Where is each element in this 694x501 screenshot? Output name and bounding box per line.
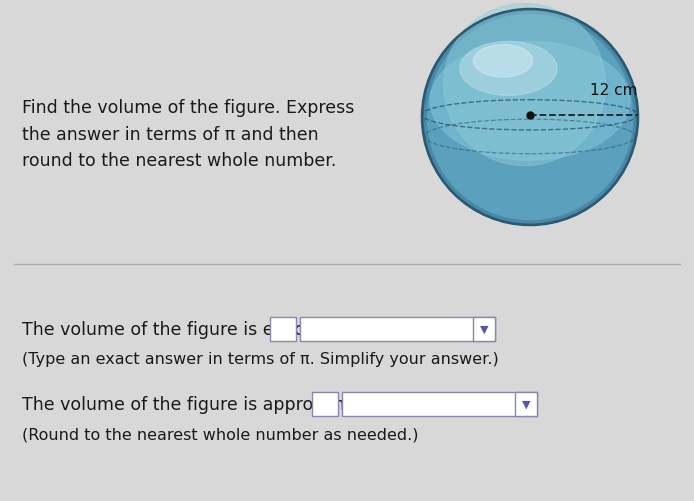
Text: (Type an exact answer in terms of π. Simplify your answer.): (Type an exact answer in terms of π. Sim…	[22, 352, 499, 367]
Text: 12 cm: 12 cm	[590, 83, 638, 98]
Circle shape	[422, 10, 638, 225]
Circle shape	[428, 16, 633, 220]
Ellipse shape	[430, 42, 630, 161]
FancyBboxPatch shape	[515, 392, 536, 416]
Text: ▼: ▼	[522, 399, 530, 409]
Text: Find the volume of the figure. Express
the answer in terms of π and then
round t: Find the volume of the figure. Express t…	[22, 99, 355, 170]
FancyBboxPatch shape	[301, 317, 496, 341]
Text: (Round to the nearest whole number as needed.): (Round to the nearest whole number as ne…	[22, 427, 418, 441]
Text: The volume of the figure is exactly: The volume of the figure is exactly	[22, 320, 331, 338]
Circle shape	[424, 12, 636, 223]
FancyBboxPatch shape	[473, 317, 496, 341]
Circle shape	[443, 5, 606, 166]
FancyBboxPatch shape	[271, 317, 296, 341]
FancyBboxPatch shape	[342, 392, 536, 416]
Ellipse shape	[460, 42, 557, 96]
Ellipse shape	[473, 46, 533, 78]
FancyBboxPatch shape	[312, 392, 338, 416]
Text: ▼: ▼	[480, 324, 489, 334]
Text: The volume of the figure is approximately: The volume of the figure is approximatel…	[22, 395, 393, 413]
